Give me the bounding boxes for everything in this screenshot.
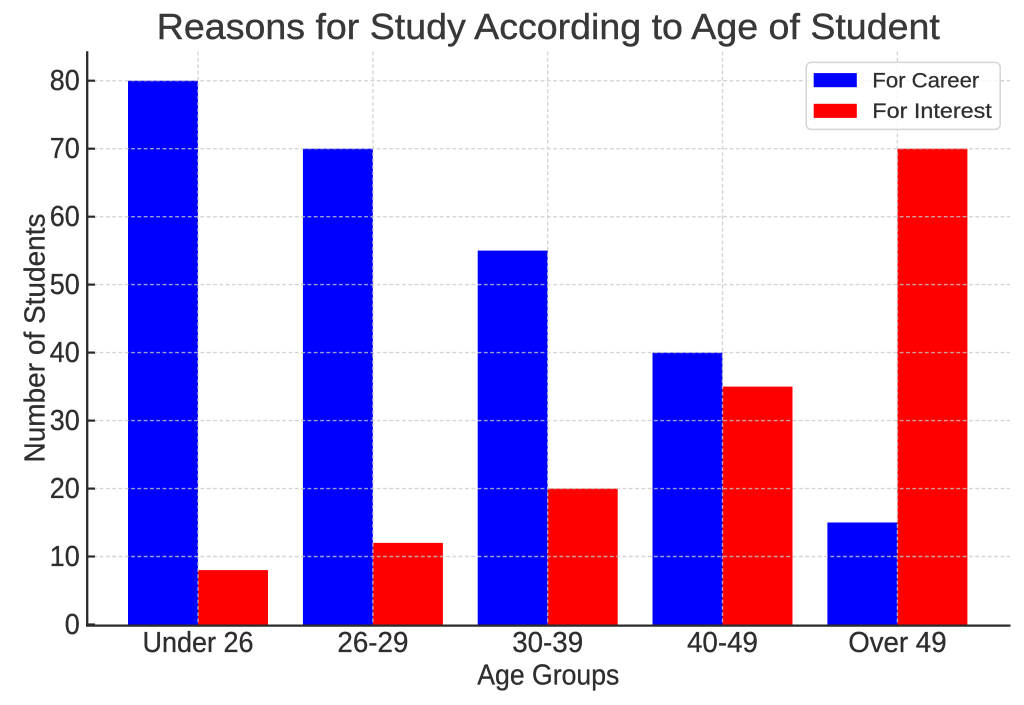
svg-text:40: 40 <box>50 337 80 369</box>
svg-text:20: 20 <box>50 473 80 505</box>
svg-text:70: 70 <box>50 133 80 165</box>
svg-text:40-49: 40-49 <box>687 627 758 659</box>
svg-text:For Career: For Career <box>872 69 979 92</box>
svg-text:26-29: 26-29 <box>337 627 408 659</box>
svg-text:0: 0 <box>65 609 80 641</box>
svg-text:Number of Students: Number of Students <box>20 214 52 463</box>
svg-text:For Interest: For Interest <box>872 100 992 123</box>
svg-text:30-39: 30-39 <box>512 627 583 659</box>
svg-text:80: 80 <box>50 65 80 97</box>
svg-text:10: 10 <box>50 541 80 573</box>
svg-text:60: 60 <box>50 201 80 233</box>
svg-text:30: 30 <box>50 405 80 437</box>
svg-text:Age Groups: Age Groups <box>477 660 619 692</box>
svg-text:Reasons for Study According to: Reasons for Study According to Age of St… <box>157 6 940 47</box>
svg-text:Over 49: Over 49 <box>848 627 946 659</box>
svg-text:50: 50 <box>50 269 80 301</box>
svg-text:Under 26: Under 26 <box>143 627 254 659</box>
